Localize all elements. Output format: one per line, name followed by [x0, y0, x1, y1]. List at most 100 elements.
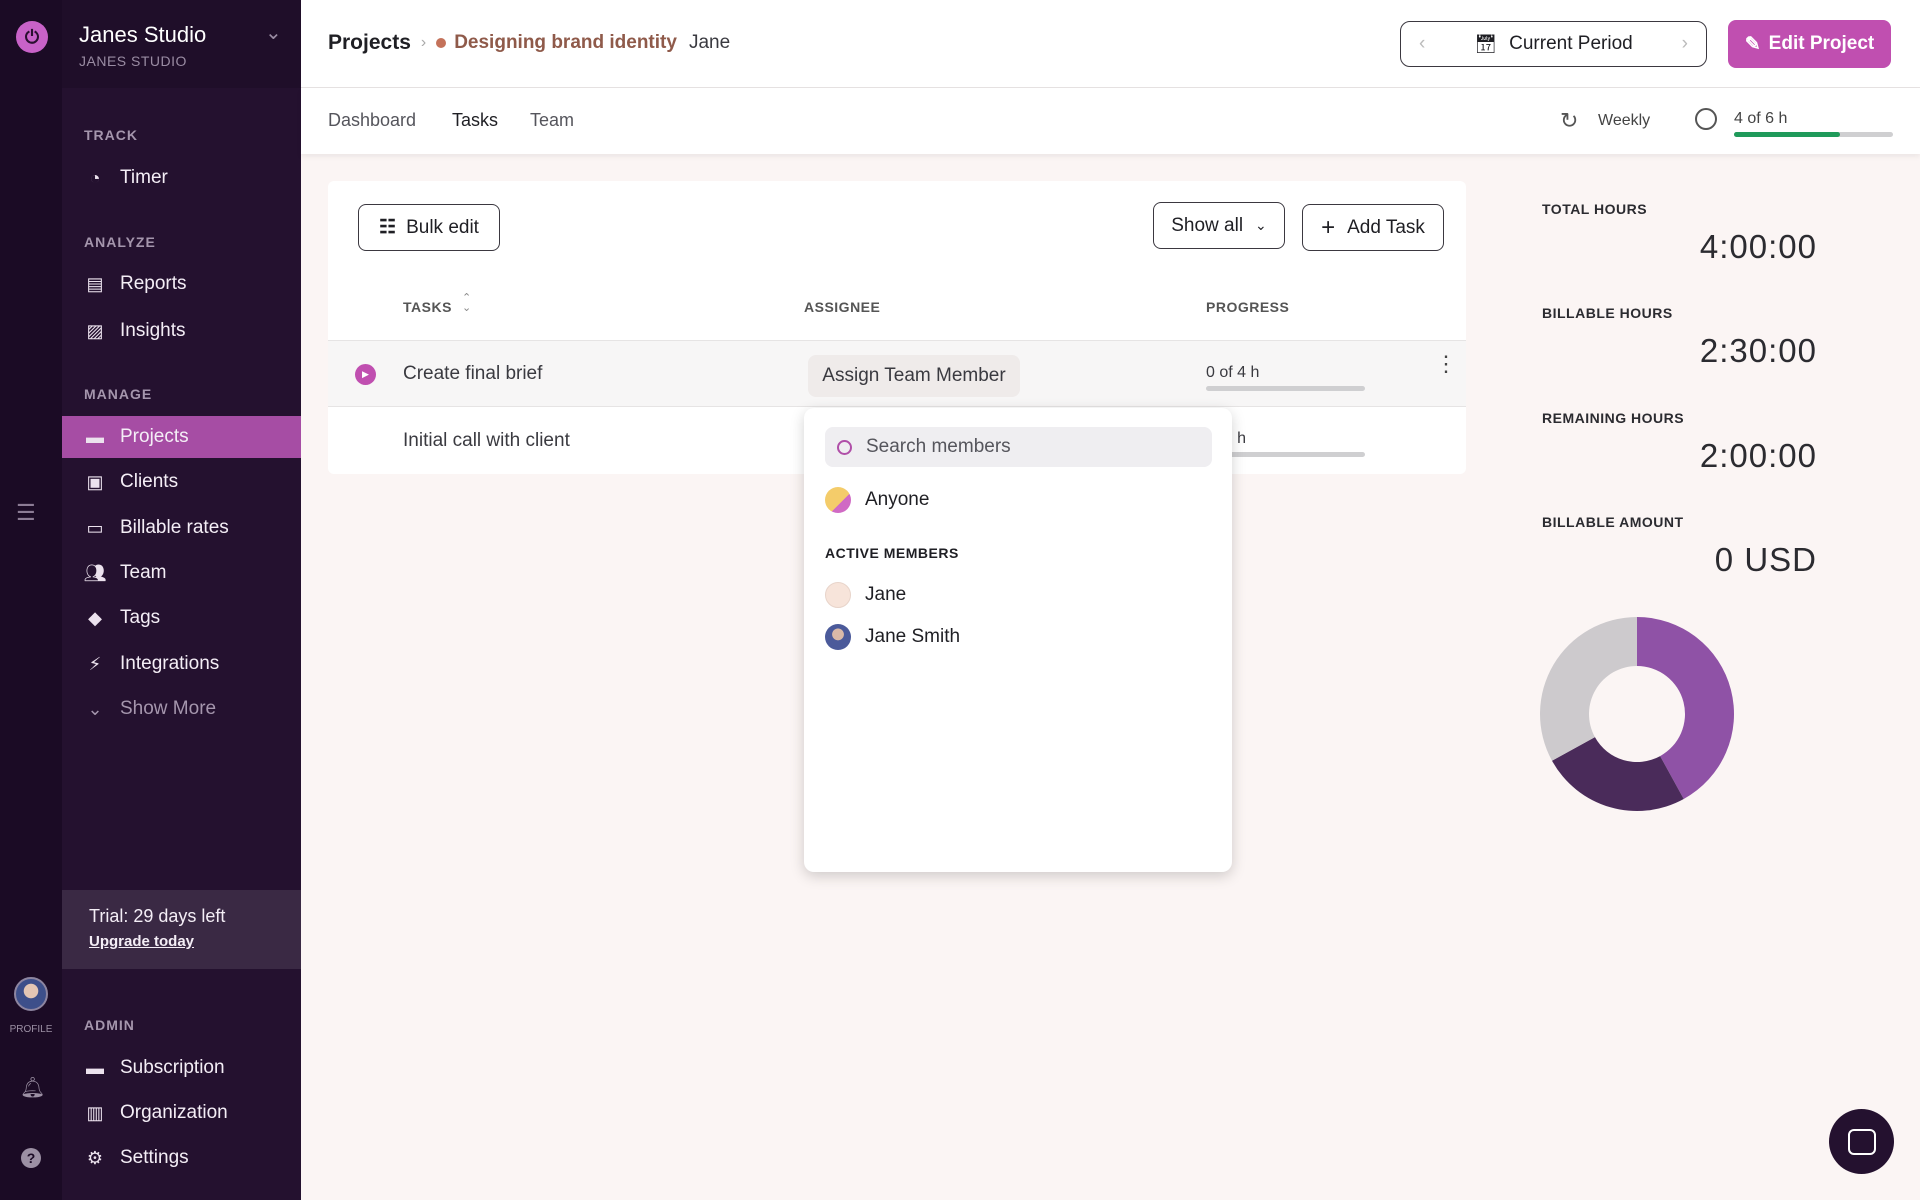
- sidebar-item-label: Integrations: [120, 653, 220, 674]
- budget-bar-fill: [1734, 132, 1841, 137]
- chevron-right-icon: ›: [420, 34, 427, 51]
- donut-segment: [1540, 617, 1637, 761]
- sidebar-item-organization[interactable]: ▥ Organization: [62, 1092, 301, 1134]
- edit-project-label: Edit Project: [1768, 33, 1875, 54]
- plug-icon: ⚡︎: [88, 653, 102, 674]
- chat-button[interactable]: [1829, 1109, 1894, 1174]
- project-tabs: Dashboard Tasks Team ↻ Weekly 4 of 6 h: [301, 88, 1920, 154]
- building-icon: ▥: [86, 1102, 104, 1123]
- search-members-input[interactable]: Search members: [825, 427, 1212, 467]
- sidebar-item-billable-rates[interactable]: ▭ Billable rates: [62, 507, 301, 549]
- document-icon: ▤: [86, 273, 104, 294]
- member-option[interactable]: Jane Smith: [825, 624, 960, 650]
- stat-label: BILLABLE AMOUNT: [1542, 514, 1684, 530]
- card-icon: ▬: [86, 1057, 104, 1078]
- clock-icon: [1695, 108, 1717, 130]
- tab-team[interactable]: Team: [530, 110, 575, 130]
- sidebar-item-projects[interactable]: ▬ Projects: [62, 416, 301, 458]
- upgrade-link[interactable]: Upgrade today: [89, 933, 195, 950]
- tasks-card: ☷ Bulk edit Show all ⌄ + Add Task TASKS ⌃ ⌄ …: [328, 181, 1466, 474]
- chart-icon: ▨: [86, 320, 104, 341]
- sidebar-item-label: Clients: [120, 471, 179, 492]
- breadcrumb-project: Designing brand identity: [454, 32, 677, 53]
- sidebar-item-integrations[interactable]: ⚡︎ Integrations: [62, 643, 301, 685]
- avatar: [825, 624, 851, 650]
- period-selector[interactable]: ‹ 📅︎ Current Period ›: [1400, 21, 1707, 67]
- page-header: Projects › Designing brand identity Jane…: [301, 0, 1920, 88]
- avatar[interactable]: [14, 977, 48, 1011]
- calendar-icon: 📅︎: [1474, 33, 1498, 54]
- tab-tasks[interactable]: Tasks: [452, 110, 499, 130]
- filter-dropdown[interactable]: Show all ⌄: [1153, 202, 1285, 249]
- section-label: MANAGE: [84, 386, 153, 402]
- profile-label: PROFILE: [9, 1024, 53, 1035]
- sidebar-item-team[interactable]: 👥︎ Team: [62, 552, 301, 594]
- sort-icon[interactable]: ⌃ ⌄: [462, 292, 472, 314]
- bell-icon[interactable]: 🔔︎: [20, 1077, 46, 1099]
- avatar: [825, 582, 851, 608]
- workspace-switcher[interactable]: Janes Studio JANES STUDIO ⌄: [62, 0, 301, 88]
- member-option[interactable]: Jane: [825, 582, 906, 608]
- trial-box: Trial: 29 days left Upgrade today: [62, 890, 301, 969]
- sidebar-item-label: Projects: [120, 426, 189, 447]
- stat-label: BILLABLE HOURS: [1542, 305, 1673, 321]
- sidebar-item-label: Tags: [120, 607, 161, 628]
- sidebar-item-reports[interactable]: ▤ Reports: [62, 263, 301, 305]
- play-icon[interactable]: ▶: [355, 364, 376, 385]
- section-label: ANALYZE: [84, 234, 156, 250]
- workspace-subtitle: JANES STUDIO: [79, 53, 187, 69]
- stat-label: REMAINING HOURS: [1542, 410, 1685, 426]
- sidebar-item-label: Insights: [120, 320, 186, 341]
- task-name: Initial call with client: [403, 430, 570, 451]
- sidebar-item-insights[interactable]: ▨ Insights: [62, 310, 301, 352]
- add-task-label: Add Task: [1347, 216, 1425, 238]
- more-options-icon[interactable]: ⋮: [1435, 351, 1457, 376]
- hours-donut-chart: [1540, 617, 1734, 811]
- bulk-edit-button[interactable]: ☷ Bulk edit: [358, 204, 500, 251]
- active-members-heading: ACTIVE MEMBERS: [825, 545, 959, 561]
- sidebar-item-clients[interactable]: ▣ Clients: [62, 461, 301, 503]
- option-anyone[interactable]: Anyone: [825, 487, 929, 513]
- column-tasks[interactable]: TASKS: [403, 299, 452, 315]
- option-label: Anyone: [865, 489, 930, 510]
- chevron-right-icon[interactable]: ›: [1681, 33, 1688, 54]
- sidebar-item-label: Settings: [120, 1147, 189, 1168]
- sidebar-item-tags[interactable]: ◆ Tags: [62, 597, 301, 639]
- plus-icon: +: [1321, 213, 1336, 241]
- sidebar-item-subscription[interactable]: ▬ Subscription: [62, 1047, 301, 1089]
- option-label: Jane: [865, 584, 907, 605]
- team-icon: 👥︎: [83, 562, 107, 583]
- project-color-dot: [436, 38, 447, 48]
- breadcrumb-client: Jane: [688, 32, 731, 53]
- pencil-icon: ✎: [1744, 33, 1761, 55]
- table-row[interactable]: ▶ Create final brief Assign Team Member …: [328, 340, 1466, 407]
- anyone-avatar: [825, 487, 851, 513]
- add-task-button[interactable]: + Add Task: [1302, 204, 1444, 251]
- sidebar-item-label: Billable rates: [120, 517, 229, 538]
- task-progress-bar: [1206, 386, 1365, 391]
- collapse-menu-icon[interactable]: ☰: [16, 500, 36, 525]
- contact-icon: ▣: [86, 471, 104, 492]
- workspace-name: Janes Studio: [79, 22, 207, 47]
- sidebar-item-settings[interactable]: ⚙ Settings: [62, 1137, 301, 1179]
- icon-rail: ⏻ ☰ PROFILE 🔔︎ ?: [0, 0, 62, 1200]
- chevron-left-icon[interactable]: ‹: [1419, 33, 1426, 54]
- sidebar-item-show-more[interactable]: ⌄ Show More: [62, 688, 301, 730]
- edit-project-button[interactable]: ✎ Edit Project: [1728, 20, 1891, 68]
- search-placeholder: Search members: [866, 436, 1011, 457]
- breadcrumb: Projects › Designing brand identity Jane: [328, 31, 730, 55]
- sidebar-item-timer[interactable]: ◔ Timer: [62, 157, 301, 199]
- tab-dashboard[interactable]: Dashboard: [328, 110, 417, 130]
- clock-icon: ◔: [89, 167, 101, 188]
- task-progress-text: 0 of 4 h: [1206, 364, 1260, 381]
- tag-icon: ◆: [88, 607, 102, 628]
- power-icon[interactable]: ⏻: [16, 21, 48, 53]
- budget-text: 4 of 6 h: [1734, 110, 1788, 127]
- breadcrumb-projects[interactable]: Projects: [328, 31, 411, 54]
- sidebar-item-label: Timer: [120, 167, 168, 188]
- help-icon[interactable]: ?: [21, 1148, 41, 1168]
- section-label: TRACK: [84, 127, 138, 143]
- assign-member-button[interactable]: Assign Team Member: [808, 355, 1020, 397]
- sidebar-item-label: Team: [120, 562, 167, 583]
- stat-label: TOTAL HOURS: [1542, 201, 1648, 217]
